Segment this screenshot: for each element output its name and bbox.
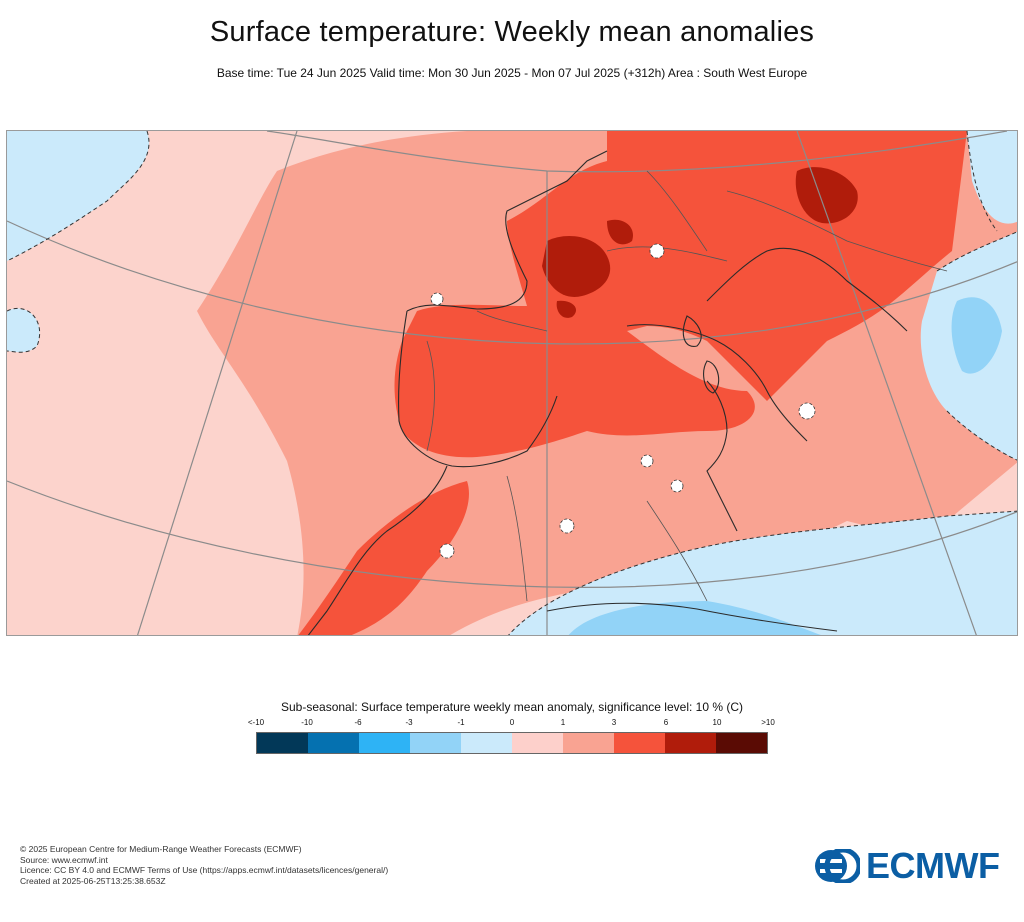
legend-swatch [512, 733, 563, 753]
legend-tick: 3 [611, 718, 617, 727]
legend-swatch [614, 733, 665, 753]
significance-contours [7, 131, 1017, 635]
footer-licence: Licence: CC BY 4.0 and ECMWF Terms of Us… [20, 865, 389, 875]
footer-copyright: © 2025 European Centre for Medium-Range … [20, 844, 302, 854]
anomaly-map[interactable] [6, 130, 1018, 636]
page-title: Surface temperature: Weekly mean anomali… [209, 16, 815, 48]
legend-swatch [563, 733, 614, 753]
ecmwf-logo-text: ECMWF [866, 845, 1000, 886]
cool-area-south [508, 511, 1017, 635]
legend-tick: <-10 [247, 718, 265, 727]
legend-tick: 1 [560, 718, 566, 727]
legend-ticks: <-10 -10 -6 -3 -1 0 1 3 6 10 >10 [0, 718, 1024, 730]
cool-area-northeast [967, 131, 1017, 224]
legend-tick: -3 [405, 718, 413, 727]
warm-area-3-6-morocco [298, 481, 469, 635]
legend-tick: >10 [761, 718, 775, 727]
cool-area-aegean [951, 297, 1002, 374]
legend-swatch [461, 733, 512, 753]
legend-tick: -10 [301, 718, 313, 727]
ecmwf-logo-icon [815, 849, 860, 883]
warm-area-6-10-spot [556, 300, 577, 318]
legend-tick: 10 [712, 718, 722, 727]
legend-tick: -6 [354, 718, 362, 727]
footer-created: Created at 2025-06-25T13:25:38.653Z [20, 875, 166, 886]
legend-colorbar [256, 732, 768, 754]
legend-tick: -1 [457, 718, 465, 727]
legend-swatch [359, 733, 410, 753]
borders [426, 170, 948, 602]
graticule [7, 131, 1017, 635]
legend-tick: 0 [509, 718, 515, 727]
warm-area-6-10-alps [607, 219, 633, 245]
cool-area-northwest [7, 131, 149, 261]
footer-source: Source: www.ecmwf.int [20, 854, 108, 865]
footer-credits: © 2025 European Centre for Medium-Range … [20, 844, 388, 886]
legend-swatch [410, 733, 461, 753]
legend-swatch [716, 733, 767, 753]
ecmwf-logo: ECMWF [814, 845, 1006, 886]
warm-area-6-10-france [542, 236, 611, 297]
coastlines [307, 150, 908, 635]
legend-swatch [665, 733, 716, 753]
cool-area-south-core [568, 601, 821, 635]
warm-area-6-10-central [795, 167, 858, 224]
white-patches [430, 243, 816, 559]
cool-area-west [7, 308, 40, 353]
legend-swatch [257, 733, 308, 753]
legend-tick: 6 [663, 718, 669, 727]
legend-swatch [308, 733, 359, 753]
map-canvas [7, 131, 1017, 635]
page-subtitle: Base time: Tue 24 Jun 2025 Valid time: M… [216, 66, 808, 80]
legend-title: Sub-seasonal: Surface temperature weekly… [281, 700, 743, 714]
